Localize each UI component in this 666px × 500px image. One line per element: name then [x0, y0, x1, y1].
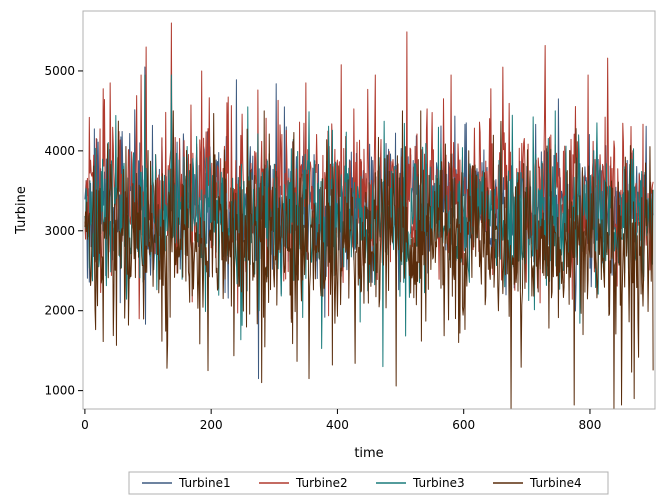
legend-label-turbine4: Turbine4 [529, 476, 582, 490]
x-tick-label-0: 0 [81, 418, 89, 432]
legend-label-turbine3: Turbine3 [412, 476, 465, 490]
y-tick-label-0: 1000 [44, 384, 75, 398]
y-axis-title: Turbine [14, 186, 29, 235]
y-tick-label-1: 2000 [44, 304, 75, 318]
y-tick-label-4: 5000 [44, 64, 75, 78]
x-axis-title: time [354, 446, 383, 461]
legend-label-turbine1: Turbine1 [178, 476, 231, 490]
x-tick-label-1: 200 [200, 418, 223, 432]
x-tick-label-2: 400 [326, 418, 349, 432]
legend: Turbine1 Turbine2 Turbine3 Turbine4 [128, 471, 609, 495]
legend-label-turbine2: Turbine2 [295, 476, 348, 490]
x-tick-label-3: 600 [452, 418, 475, 432]
y-axis: 1000 2000 3000 4000 5000 [44, 64, 83, 398]
series-layer [84, 22, 654, 409]
y-tick-label-3: 4000 [44, 144, 75, 158]
x-tick-label-4: 800 [579, 418, 602, 432]
series-line-turbine4 [84, 110, 654, 409]
legend-frame [128, 471, 609, 495]
y-tick-label-2: 3000 [44, 224, 75, 238]
x-axis: 0 200 400 600 800 [81, 409, 601, 432]
